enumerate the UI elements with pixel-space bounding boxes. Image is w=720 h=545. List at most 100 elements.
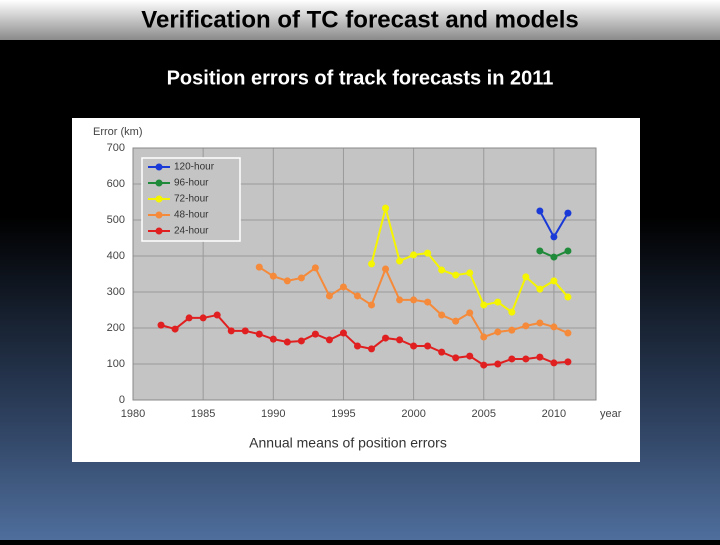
legend-marker <box>155 163 163 171</box>
data-point <box>325 336 333 344</box>
data-point <box>494 298 502 306</box>
data-point <box>339 283 347 291</box>
data-point <box>564 293 572 301</box>
data-point <box>550 277 558 285</box>
data-point <box>325 292 333 300</box>
data-point <box>550 253 558 261</box>
data-point <box>213 311 221 319</box>
data-point <box>452 354 460 362</box>
data-point <box>522 355 530 363</box>
data-point <box>494 360 502 368</box>
data-point <box>466 352 474 360</box>
data-point <box>550 359 558 367</box>
data-point <box>564 329 572 337</box>
data-point <box>311 330 319 338</box>
y-tick-label: 700 <box>107 142 125 154</box>
slide-title: Verification of TC forecast and models <box>141 6 578 33</box>
data-point <box>297 274 305 282</box>
data-point <box>452 271 460 279</box>
data-point <box>283 277 291 285</box>
data-point <box>466 309 474 317</box>
title-bar <box>0 0 720 40</box>
data-point <box>438 311 446 319</box>
legend-label: 96-hour <box>174 178 209 189</box>
data-point <box>157 321 165 329</box>
y-tick-label: 100 <box>107 358 125 370</box>
data-point <box>424 298 432 306</box>
data-point <box>424 342 432 350</box>
data-point <box>536 353 544 361</box>
data-point <box>522 322 530 330</box>
data-point <box>185 314 193 322</box>
data-point <box>424 249 432 257</box>
data-point <box>564 209 572 217</box>
chart-caption: Annual means of position errors <box>249 435 447 451</box>
data-point <box>550 233 558 241</box>
legend-marker <box>155 227 163 235</box>
data-point <box>255 330 263 338</box>
data-point <box>410 342 418 350</box>
data-point <box>353 292 361 300</box>
legend-marker <box>155 211 163 219</box>
data-point <box>227 327 235 335</box>
data-point <box>241 327 249 335</box>
legend-label: 24-hour <box>174 226 209 237</box>
data-point <box>283 338 291 346</box>
data-point <box>494 328 502 336</box>
data-point <box>382 265 390 273</box>
data-point <box>480 301 488 309</box>
y-tick-label: 600 <box>107 178 125 190</box>
data-point <box>536 285 544 293</box>
plot-border <box>132 147 597 401</box>
y-tick-label: 300 <box>107 286 125 298</box>
data-point <box>396 296 404 304</box>
data-point <box>368 260 376 268</box>
data-point <box>466 269 474 277</box>
data-point <box>508 355 516 363</box>
y-tick-label: 400 <box>107 250 125 262</box>
y-tick-label: 200 <box>107 322 125 334</box>
data-point <box>396 336 404 344</box>
data-point <box>269 272 277 280</box>
data-point <box>171 325 179 333</box>
data-point <box>339 329 347 337</box>
data-point <box>410 296 418 304</box>
y-tick-label: 500 <box>107 214 125 226</box>
data-point <box>382 334 390 342</box>
x-tick-label: 2000 <box>401 408 425 420</box>
legend-label: 72-hour <box>174 194 209 205</box>
data-point <box>368 301 376 309</box>
data-point <box>199 314 207 322</box>
data-point <box>353 342 361 350</box>
data-point <box>255 263 263 271</box>
chart-title: Position errors of track forecasts in 20… <box>167 67 554 89</box>
data-point <box>550 323 558 331</box>
y-tick-label: 0 <box>119 394 125 406</box>
data-point <box>480 333 488 341</box>
y-axis-label: Error (km) <box>93 126 143 138</box>
x-tick-label: 1990 <box>261 408 285 420</box>
x-tick-label: 1980 <box>121 408 145 420</box>
legend-marker <box>155 179 163 187</box>
data-point <box>536 207 544 215</box>
x-tick-label: 2010 <box>542 408 566 420</box>
data-point <box>410 251 418 259</box>
data-point <box>564 358 572 366</box>
data-point <box>480 361 488 369</box>
data-point <box>536 247 544 255</box>
data-point <box>297 337 305 345</box>
data-point <box>438 266 446 274</box>
data-point <box>508 326 516 334</box>
data-point <box>368 345 376 353</box>
data-point <box>522 273 530 281</box>
data-point <box>508 308 516 316</box>
legend-marker <box>155 195 163 203</box>
legend-label: 120-hour <box>174 162 215 173</box>
data-point <box>396 257 404 265</box>
data-point <box>452 317 460 325</box>
data-point <box>536 319 544 327</box>
x-axis-label: year <box>600 408 622 420</box>
x-tick-label: 1985 <box>191 408 215 420</box>
